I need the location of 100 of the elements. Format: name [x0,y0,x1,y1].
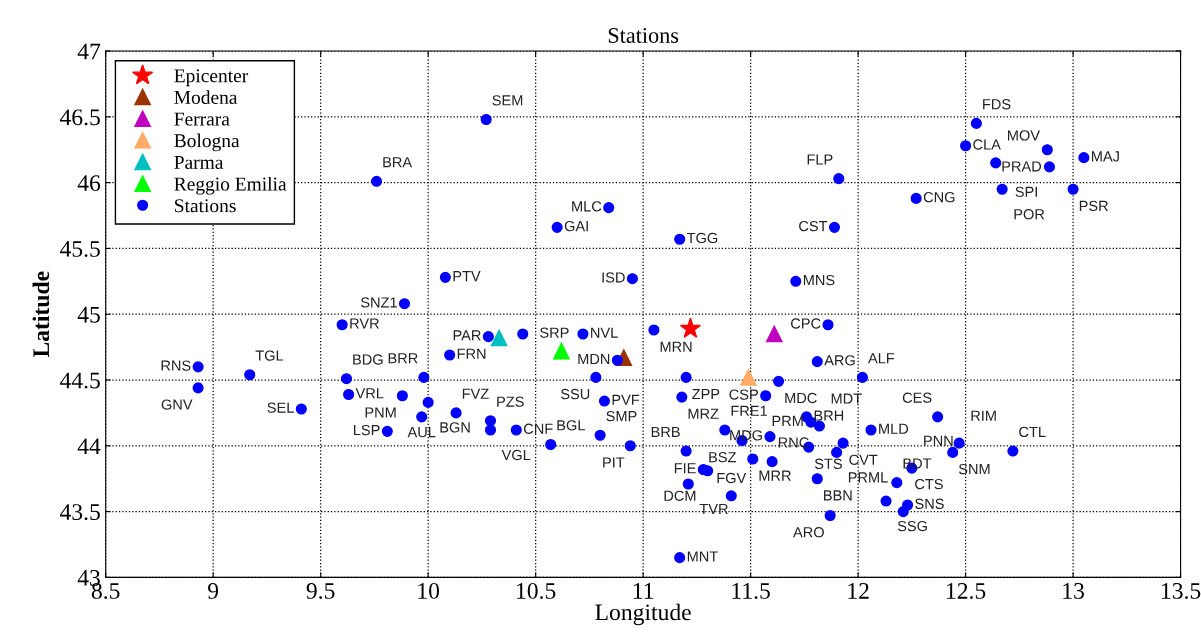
data-label: GNV [161,399,193,410]
data-label: VGL [501,449,531,461]
data-label: NVL [591,327,618,338]
legend-label: Parma [174,156,224,169]
data-label: SNZ1 [360,297,397,308]
x-tick-label: 13.5 [1162,583,1201,599]
data-label: MDT [831,393,862,404]
legend-label: Modena [174,90,238,104]
data-label: FVZ [462,388,489,399]
y-tick-label: 47 [77,43,101,60]
data-label: SMP [606,410,637,422]
data-label: SSU [560,388,590,400]
data-label: CST [799,220,828,232]
data-label: PIT [603,457,625,468]
data-label: FLP [807,154,833,165]
data-label: BSZ [709,452,737,463]
data-label: SEM [492,95,523,106]
data-label: CNG [923,192,955,203]
x-tick-label: 9.5 [306,583,335,599]
data-label: MOV [1008,130,1040,141]
legend-label: Reggio Emilia [174,176,287,195]
legend-label: Ferrara [174,112,230,126]
x-tick-label: 11.5 [732,583,770,599]
data-label: AUL [407,427,436,438]
data-label: ARO [793,527,824,538]
data-label: MDG [730,430,762,441]
data-label: CTS [915,478,943,490]
data-label: LSP [354,424,380,436]
data-label: BBN [824,490,852,501]
x-axis-title: Longitude [595,603,691,626]
data-label: PAR [453,330,481,341]
data-label: RNC [778,437,809,448]
data-label: CSP [729,389,758,400]
data-label: PRAD [1002,161,1042,172]
data-label: MDC [785,392,817,404]
data-label: POR [1014,209,1045,220]
x-tick-label: 13 [1063,583,1084,599]
x-tick-label: 11 [633,583,654,599]
y-tick-label: 44.5 [59,372,100,389]
data-label: SRP [540,327,569,338]
data-label: MRZ [688,408,719,419]
data-label: TGG [686,232,718,244]
data-label: MRN [660,341,692,352]
x-tick-label: 12.5 [947,583,986,599]
data-label: BRH [814,410,844,421]
y-axis-title: Latitude [32,271,50,358]
data-label: PRML [848,472,888,483]
data-label: PVF [612,394,640,405]
data-label: RIM [971,410,996,421]
y-tick-label: 46.5 [59,109,100,126]
data-label: ARG [824,355,855,366]
data-label: MLD [879,423,909,434]
data-label: GAI [564,220,588,232]
data-label: FDS [983,99,1011,110]
data-label: DCM [664,490,696,501]
data-label: CNF [523,423,553,434]
y-tick-label: 45 [77,306,100,323]
data-label: CTL [1019,426,1046,438]
data-label: ZPP [692,389,720,400]
data-label: FRN [457,348,486,359]
data-label: SEL [267,402,294,413]
data-label: SNM [958,463,990,475]
data-label: PSR [1079,200,1108,212]
data-label: SNS [915,498,944,509]
data-label: FIE [674,463,696,474]
data-label: BGN [440,422,470,433]
data-label: RVR [350,318,379,329]
data-label: PNM [365,407,396,418]
legend-label: Epicenter [174,69,249,87]
data-label: VRL [355,388,384,399]
data-label: BRR [388,353,418,364]
data-label: MNS [803,274,835,286]
data-label: PRM [772,415,803,426]
data-label: MLC [572,201,602,212]
data-label: CES [902,392,932,403]
data-label: SSG [897,520,927,532]
data-label: ALF [868,353,895,364]
y-tick-label: 43.5 [59,504,100,521]
data-label: BRB [651,426,680,437]
data-label: BRA [383,157,413,168]
data-label: CLA [973,139,1001,150]
data-label: CPC [791,318,821,329]
data-label: FGV [717,472,747,484]
data-label: FRE1 [731,405,767,416]
x-tick-label: 9 [208,583,219,599]
data-label: BGL [557,420,585,431]
chart-title: Stations [608,27,679,43]
data-label: CVT [849,454,878,465]
data-label: PTV [453,271,481,282]
data-label: ISD [602,272,625,283]
x-tick-label: 12 [848,583,869,599]
y-tick-label: 46 [77,175,101,192]
data-label: BDT [903,458,932,469]
y-tick-label: 44 [77,438,101,454]
data-label: TVR [699,503,728,514]
data-label: PZS [497,396,524,407]
legend-label: Bologna [174,133,240,152]
data-label: MNT [687,551,718,562]
data-label: BDG [353,354,383,365]
data-label: STS [814,458,842,469]
